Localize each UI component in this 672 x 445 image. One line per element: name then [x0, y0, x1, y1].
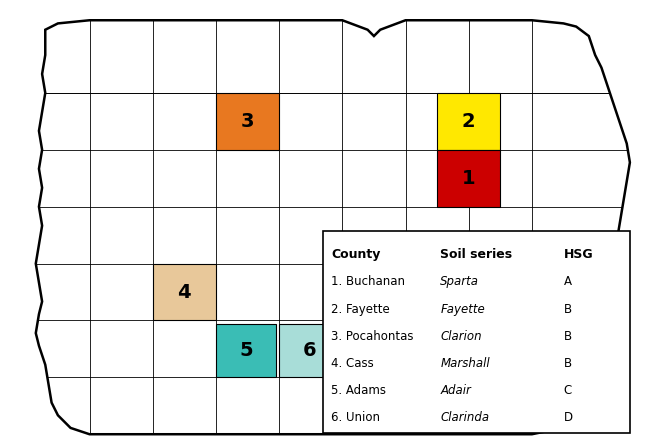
- Text: 2. Fayette: 2. Fayette: [331, 303, 390, 316]
- Text: Adair: Adair: [440, 384, 471, 397]
- Polygon shape: [36, 20, 630, 434]
- Text: 3: 3: [241, 112, 254, 131]
- Text: 6. Union: 6. Union: [331, 411, 380, 424]
- Text: 5. Adams: 5. Adams: [331, 384, 386, 397]
- Text: 4: 4: [177, 283, 191, 302]
- Text: D: D: [564, 411, 573, 424]
- Text: Fayette: Fayette: [440, 303, 485, 316]
- Text: C: C: [564, 384, 572, 397]
- Text: B: B: [564, 303, 572, 316]
- Bar: [216, 324, 276, 377]
- Text: 5: 5: [239, 341, 253, 360]
- Text: Clarion: Clarion: [440, 330, 482, 343]
- Bar: [437, 93, 501, 150]
- Text: 1. Buchanan: 1. Buchanan: [331, 275, 405, 288]
- Text: B: B: [564, 330, 572, 343]
- Text: A: A: [564, 275, 571, 288]
- Text: HSG: HSG: [564, 248, 593, 261]
- Text: 3. Pocahontas: 3. Pocahontas: [331, 330, 413, 343]
- Bar: [216, 93, 279, 150]
- Text: 1: 1: [462, 169, 476, 188]
- Bar: [323, 231, 630, 433]
- Text: B: B: [564, 357, 572, 370]
- Text: Sparta: Sparta: [440, 275, 479, 288]
- Bar: [153, 263, 216, 320]
- Bar: [437, 150, 501, 206]
- Text: Marshall: Marshall: [440, 357, 490, 370]
- Text: Soil series: Soil series: [440, 248, 513, 261]
- Text: 4. Cass: 4. Cass: [331, 357, 374, 370]
- Text: Clarinda: Clarinda: [440, 411, 489, 424]
- Text: County: County: [331, 248, 380, 261]
- Bar: [279, 324, 339, 377]
- Text: 6: 6: [302, 341, 316, 360]
- Text: 2: 2: [462, 112, 476, 131]
